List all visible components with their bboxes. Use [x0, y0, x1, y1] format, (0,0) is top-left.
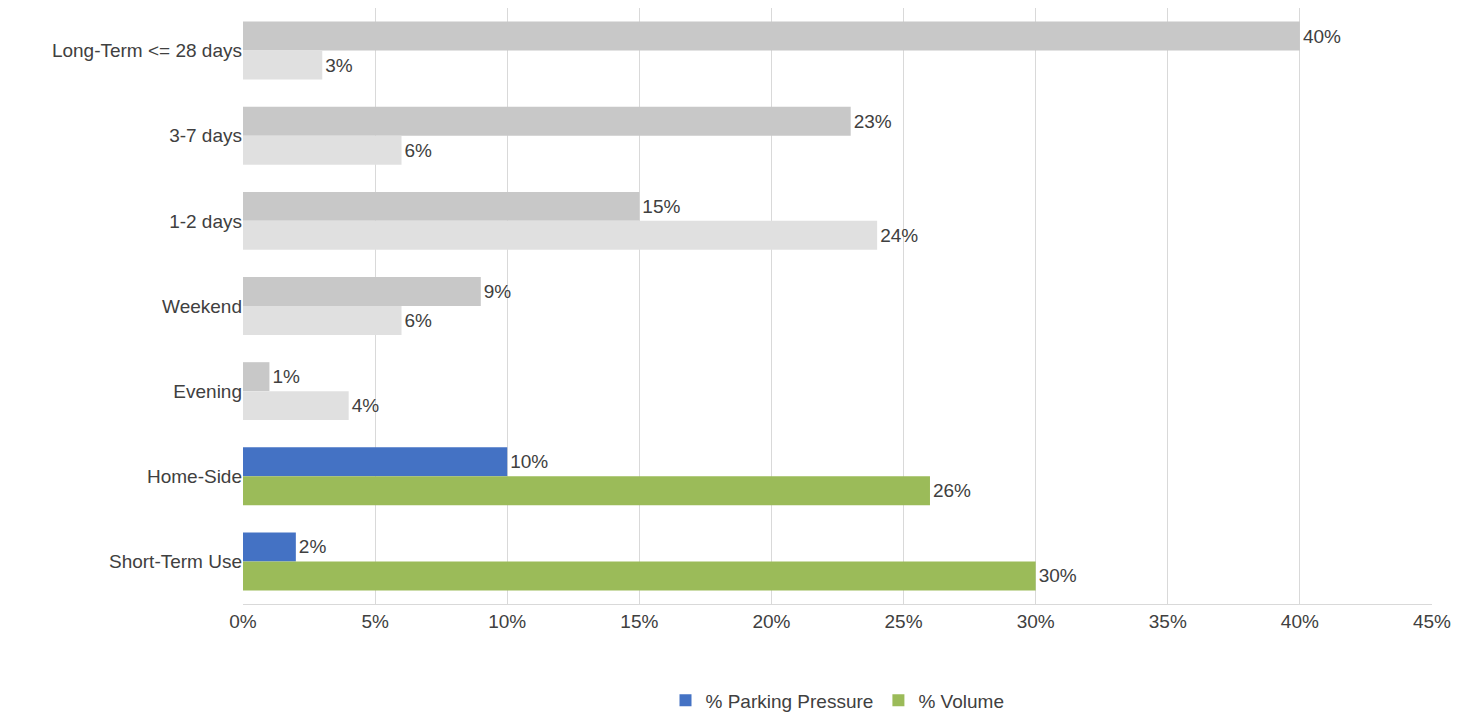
svg-text:3%: 3%	[325, 55, 353, 76]
svg-text:Weekend: Weekend	[162, 296, 242, 317]
svg-text:45%: 45%	[1413, 611, 1451, 632]
svg-text:24%: 24%	[880, 225, 918, 246]
svg-text:35%: 35%	[1149, 611, 1187, 632]
svg-text:10%: 10%	[510, 451, 548, 472]
svg-text:Home-Side: Home-Side	[147, 466, 242, 487]
svg-text:25%: 25%	[885, 611, 923, 632]
svg-text:26%: 26%	[933, 480, 971, 501]
svg-text:15%: 15%	[642, 196, 680, 217]
svg-text:6%: 6%	[405, 310, 433, 331]
svg-text:30%: 30%	[1039, 565, 1077, 586]
svg-text:1%: 1%	[272, 366, 300, 387]
svg-text:Evening: Evening	[173, 381, 242, 402]
svg-text:40%: 40%	[1281, 611, 1319, 632]
svg-text:23%: 23%	[854, 111, 892, 132]
svg-text:9%: 9%	[484, 281, 512, 302]
svg-text:4%: 4%	[352, 395, 380, 416]
svg-text:15%: 15%	[620, 611, 658, 632]
svg-text:0%: 0%	[229, 611, 257, 632]
svg-text:Long-Term <= 28 days: Long-Term <= 28 days	[52, 40, 242, 61]
svg-text:20%: 20%	[752, 611, 790, 632]
svg-text:Short-Term Use: Short-Term Use	[109, 551, 242, 572]
svg-text:1-2 days: 1-2 days	[169, 211, 242, 232]
svg-text:6%: 6%	[405, 140, 433, 161]
svg-text:% Parking Pressure: % Parking Pressure	[706, 691, 874, 712]
svg-text:10%: 10%	[488, 611, 526, 632]
svg-text:3-7 days: 3-7 days	[169, 125, 242, 146]
svg-text:% Volume: % Volume	[918, 691, 1004, 712]
svg-text:2%: 2%	[299, 536, 327, 557]
svg-text:40%: 40%	[1303, 26, 1341, 47]
svg-text:30%: 30%	[1017, 611, 1055, 632]
svg-text:5%: 5%	[361, 611, 389, 632]
